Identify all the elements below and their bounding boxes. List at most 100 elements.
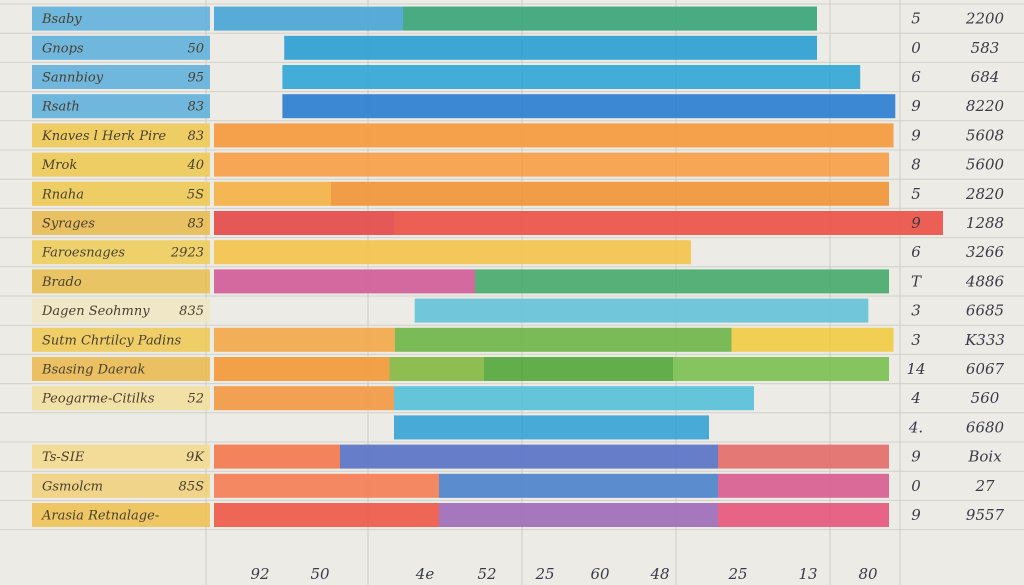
right-number: 9: [911, 126, 921, 144]
x-tick-label: 92: [250, 565, 269, 583]
bar-segment: [439, 473, 718, 498]
bar-segment: [214, 503, 439, 527]
right-number: 9: [911, 448, 921, 466]
category-label-box: [32, 240, 210, 265]
category-label: Sannbioy: [42, 71, 104, 86]
category-value-label: 83: [187, 129, 204, 144]
category-label-box: [32, 298, 210, 323]
bar-segment: [340, 444, 718, 469]
bar-segment: [414, 298, 869, 323]
category-label: Rnaha: [41, 187, 84, 202]
bar-segment: [214, 211, 394, 235]
category-label-box: [32, 65, 210, 89]
bar-segment: [731, 327, 894, 352]
right-value: 2820: [965, 185, 1005, 203]
category-value-label: 9K: [186, 450, 205, 465]
right-value: 1288: [966, 214, 1004, 232]
right-number: T: [911, 272, 922, 290]
right-value: 9557: [966, 506, 1005, 524]
right-value: 6680: [966, 418, 1005, 436]
right-number: 6: [911, 243, 921, 261]
category-value-label: 95: [187, 71, 204, 86]
bar-segment: [718, 473, 889, 498]
category-label: Peogarme-Citilks: [41, 392, 155, 407]
category-label: Dagen Seohmny: [41, 304, 150, 319]
category-label-box: [32, 503, 210, 527]
right-value: 27: [974, 477, 995, 495]
category-value-label: 83: [187, 100, 204, 115]
x-tick-label: 50: [310, 565, 330, 583]
bar-segment: [673, 357, 889, 381]
category-label: Gnops: [42, 41, 84, 56]
bar-segment: [214, 6, 403, 31]
x-axis-ticks: 92 50 4e 52 25 60 48 25 13 80: [250, 565, 878, 583]
right-value: Boix: [967, 448, 1002, 466]
bar-segment: [214, 181, 331, 206]
right-number: 5: [911, 185, 921, 203]
category-value-label: 83: [187, 217, 204, 232]
category-label: Rsath: [41, 100, 80, 115]
right-value: 583: [971, 39, 1000, 57]
right-number: 3: [911, 331, 921, 349]
category-label: Brado: [41, 275, 82, 290]
category-label-box: [32, 152, 210, 177]
bars: [214, 6, 943, 527]
category-label-box: [32, 6, 210, 31]
right-value: K333: [964, 331, 1005, 349]
right-number: 14: [906, 360, 925, 378]
right-value: 4886: [965, 272, 1005, 290]
category-value-label: 85S: [179, 479, 205, 494]
bar-segment: [214, 444, 340, 469]
category-value-label: 50: [187, 41, 204, 56]
bar-segment: [282, 94, 896, 119]
right-value: 5608: [966, 126, 1004, 144]
right-value: 5600: [966, 156, 1005, 174]
category-label: Mrok: [41, 158, 77, 173]
category-value-label: 835: [179, 304, 204, 319]
right-value: 3266: [966, 243, 1005, 261]
bar-segment: [214, 473, 439, 498]
x-tick-label: 4e: [415, 565, 435, 583]
x-tick-label: 52: [477, 565, 496, 583]
x-tick-label: 25: [534, 565, 554, 583]
category-value-label: 40: [186, 158, 204, 173]
bar-segment: [214, 152, 889, 177]
x-tick-label: 48: [649, 565, 669, 583]
bar-segment: [214, 327, 395, 352]
bar-segment: [214, 123, 894, 148]
x-tick-label: 13: [798, 565, 817, 583]
bar-segment: [282, 65, 861, 89]
bar-segment: [389, 357, 484, 381]
right-value: 684: [971, 68, 1000, 86]
right-number: 9: [911, 506, 921, 524]
bar-segment: [214, 269, 475, 294]
category-label: Faroesnages: [41, 246, 125, 261]
bar-segment: [484, 357, 673, 381]
bar-segment: [394, 415, 709, 440]
category-label: Sutm Chrtilcy Padins: [42, 333, 182, 348]
right-number: 9: [911, 97, 921, 115]
bar-segment: [394, 211, 943, 235]
bar-segment: [284, 35, 817, 60]
bar-segment: [214, 357, 390, 381]
category-label-box: [32, 123, 210, 148]
right-number: 4.: [908, 418, 923, 436]
category-label: Bsasing Daerak: [41, 363, 145, 378]
right-number: 5: [911, 10, 921, 28]
category-label-box: [32, 357, 210, 381]
right-number: 0: [911, 39, 921, 57]
category-label-box: [32, 444, 210, 469]
bar-segment: [475, 269, 889, 294]
bar-segment: [394, 327, 732, 352]
right-number: 9: [911, 214, 921, 232]
right-number: 4: [910, 389, 921, 407]
right-number: 6: [911, 68, 921, 86]
right-value: 560: [971, 389, 1000, 407]
bar-segment: [394, 386, 754, 411]
category-label: Syrages: [42, 217, 95, 232]
right-value: 2200: [965, 10, 1005, 28]
category-value-label: 52: [187, 392, 204, 407]
